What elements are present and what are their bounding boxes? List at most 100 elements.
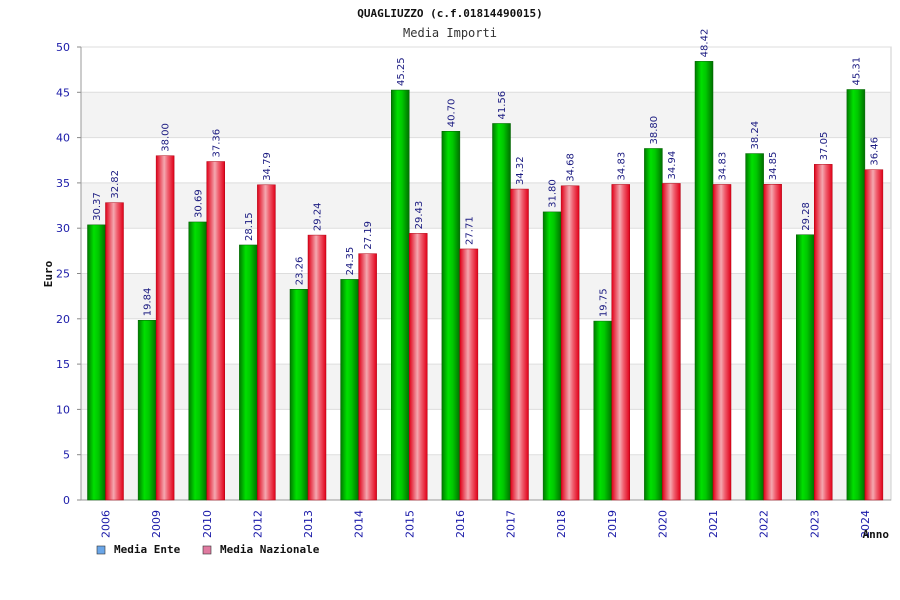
data-label-media-nazionale-2024: 36.46 <box>869 137 880 166</box>
y-tick-label: 50 <box>56 41 70 54</box>
x-tick-label-2019: 2019 <box>606 510 619 538</box>
data-label-media-nazionale-2016: 27.71 <box>464 216 475 245</box>
x-axis-ticks: 2006 2009 2010 2012 2013 2014 2015 2016 2017 2018… <box>100 510 872 538</box>
data-label-media-ente-2015: 45.25 <box>396 57 407 86</box>
x-tick-label-2013: 2013 <box>302 510 315 538</box>
data-label-media-nazionale-2013: 29.24 <box>313 202 324 231</box>
bar-media-nazionale-2020 <box>662 183 681 501</box>
data-label-media-ente-2012: 28.15 <box>244 212 255 241</box>
bar-media-ente-2017 <box>492 123 511 501</box>
x-tick-label-2017: 2017 <box>505 510 518 538</box>
data-label-media-nazionale-2006: 32.82 <box>110 170 121 199</box>
bar-media-nazionale-2014 <box>358 253 377 501</box>
data-label-media-ente-2018: 31.80 <box>548 179 559 208</box>
bar-media-nazionale-2021 <box>712 184 732 501</box>
x-tick-label-2015: 2015 <box>403 510 416 538</box>
x-axis-label: Anno <box>863 528 890 541</box>
plot-band <box>81 47 891 93</box>
x-tick-label-2023: 2023 <box>808 510 821 538</box>
data-label-media-nazionale-2009: 38.00 <box>161 123 172 152</box>
bar-media-ente-2010 <box>188 221 207 501</box>
y-tick-label: 0 <box>63 494 70 507</box>
data-label-media-nazionale-2022: 34.85 <box>768 152 779 181</box>
data-label-media-nazionale-2017: 34.32 <box>515 156 526 185</box>
data-label-media-ente-2024: 45.31 <box>851 57 862 86</box>
y-axis-label: Euro <box>42 260 55 287</box>
bar-media-nazionale-2018 <box>560 185 580 501</box>
data-label-media-nazionale-2010: 37.36 <box>211 129 222 158</box>
bar-media-nazionale-2010 <box>206 161 225 501</box>
data-label-media-ente-2023: 29.28 <box>801 202 812 231</box>
bar-media-nazionale-2017 <box>510 188 529 501</box>
data-label-media-nazionale-2020: 34.94 <box>667 151 678 180</box>
data-label-media-ente-2022: 38.24 <box>750 121 761 150</box>
bar-media-ente-2009 <box>137 319 157 501</box>
x-tick-label-2006: 2006 <box>100 510 113 538</box>
x-tick-label-2010: 2010 <box>201 510 214 538</box>
bar-media-nazionale-2015 <box>409 233 428 501</box>
x-tick-label-2018: 2018 <box>555 510 568 538</box>
x-tick-label-2012: 2012 <box>251 510 264 538</box>
bar-media-nazionale-2019 <box>611 184 630 501</box>
legend: Media Ente Media Nazionale <box>96 543 320 556</box>
data-label-media-nazionale-2023: 37.05 <box>819 132 830 161</box>
data-label-media-ente-2017: 41.56 <box>497 91 508 120</box>
bar-media-ente-2023 <box>796 234 815 501</box>
y-tick-label: 35 <box>56 177 70 190</box>
x-tick-label-2014: 2014 <box>353 510 366 538</box>
bar-media-nazionale-2006 <box>105 202 124 501</box>
data-label-media-ente-2010: 30.69 <box>193 189 204 218</box>
x-tick-label-2020: 2020 <box>656 510 669 538</box>
data-label-media-ente-2020: 38.80 <box>649 116 660 145</box>
data-label-media-nazionale-2019: 34.83 <box>616 152 627 181</box>
data-label-media-nazionale-2015: 29.43 <box>414 201 425 230</box>
y-tick-label: 40 <box>56 132 70 145</box>
bar-media-ente-2024 <box>846 89 866 501</box>
bar-media-ente-2018 <box>542 211 562 501</box>
bar-media-ente-2021 <box>694 61 714 501</box>
bar-media-nazionale-2024 <box>864 169 884 501</box>
legend-label-media-ente: Media Ente <box>114 543 181 556</box>
bar-media-ente-2022 <box>745 153 764 501</box>
bar-media-ente-2015 <box>391 89 410 501</box>
data-label-media-ente-2006: 30.37 <box>92 192 103 221</box>
y-tick-label: 20 <box>56 313 70 326</box>
bar-media-ente-2016 <box>441 131 461 501</box>
data-label-media-ente-2014: 24.35 <box>345 247 356 276</box>
x-tick-label-2009: 2009 <box>150 510 163 538</box>
chart-subtitle: Media Importi <box>403 26 497 40</box>
data-label-media-ente-2009: 19.84 <box>143 288 154 317</box>
y-tick-label: 15 <box>56 358 70 371</box>
data-label-media-ente-2016: 40.70 <box>446 99 457 128</box>
bar-media-nazionale-2022 <box>763 184 782 501</box>
chart-title: QUAGLIUZZO (c.f.01814490015) <box>357 7 542 20</box>
bar-media-ente-2013 <box>289 289 309 501</box>
data-label-media-ente-2013: 23.26 <box>295 257 306 286</box>
bar-media-ente-2020 <box>644 148 663 501</box>
legend-swatch-media-ente <box>96 545 106 555</box>
data-label-media-nazionale-2018: 34.68 <box>566 153 577 182</box>
legend-swatch-media-nazionale <box>202 545 212 555</box>
bar-media-nazionale-2012 <box>257 184 276 501</box>
y-tick-label: 25 <box>56 268 70 281</box>
bar-media-nazionale-2016 <box>459 248 479 501</box>
bar-media-nazionale-2013 <box>307 234 327 501</box>
x-tick-label-2024: 2024 <box>859 510 872 538</box>
data-label-media-nazionale-2012: 34.79 <box>262 152 273 181</box>
data-label-media-ente-2021: 48.42 <box>700 29 711 58</box>
y-tick-label: 5 <box>63 449 70 462</box>
data-label-media-nazionale-2014: 27.19 <box>363 221 374 250</box>
data-label-media-ente-2019: 19.75 <box>598 288 609 317</box>
bar-media-nazionale-2009 <box>155 155 175 501</box>
bar-media-ente-2019 <box>593 320 612 501</box>
bar-media-ente-2014 <box>340 279 359 501</box>
plot-band <box>81 92 891 138</box>
x-tick-label-2022: 2022 <box>758 510 771 538</box>
legend-label-media-nazionale: Media Nazionale <box>220 543 320 556</box>
data-labels: 30.37 32.82 19.84 38.00 30.69 37.36 28.15 34.79… <box>92 29 880 317</box>
x-tick-label-2021: 2021 <box>707 510 720 538</box>
y-tick-label: 10 <box>56 403 70 416</box>
bar-media-ente-2006 <box>87 224 106 501</box>
data-label-media-nazionale-2021: 34.83 <box>718 152 729 181</box>
